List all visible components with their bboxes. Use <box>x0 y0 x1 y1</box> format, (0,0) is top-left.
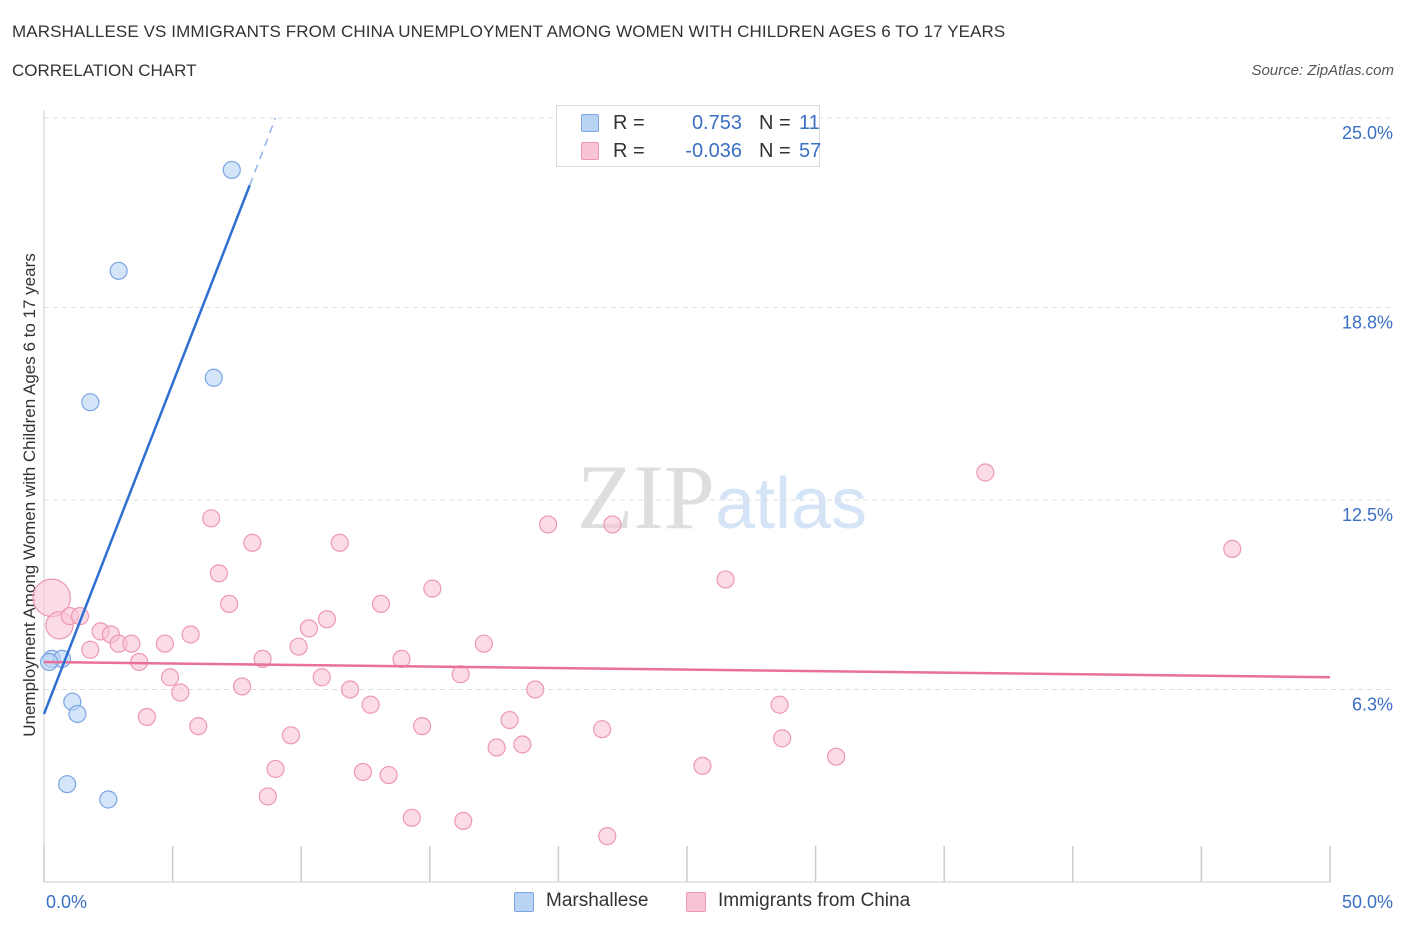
x-tick-label: 50.0% <box>1342 892 1393 912</box>
china-point <box>770 695 789 714</box>
china-point <box>716 570 735 589</box>
marshallese-legend-label: Marshallese <box>546 890 649 911</box>
x-tick-label: 0.0% <box>46 892 87 912</box>
chart-source: Source: ZipAtlas.com <box>1251 62 1394 79</box>
china-point <box>539 515 558 534</box>
r-label: R = <box>613 140 645 162</box>
china-point <box>371 594 391 614</box>
china-point <box>474 634 493 653</box>
china-point <box>317 610 337 629</box>
marshallese-trend-line <box>42 184 251 715</box>
china-point <box>976 463 995 482</box>
china-point <box>258 787 277 806</box>
china-point <box>451 665 470 684</box>
china-point <box>423 579 442 598</box>
china-point <box>232 677 252 696</box>
china-point <box>412 717 432 736</box>
marshallese-point <box>81 393 100 412</box>
marshallese-point <box>109 261 128 280</box>
china-legend-label: Immigrants from China <box>718 890 911 911</box>
china-point <box>289 637 308 656</box>
r-value: 0.753 <box>691 112 742 134</box>
china-point <box>312 668 331 687</box>
china-point <box>454 811 473 830</box>
china-trend-line <box>43 660 1331 679</box>
china-point <box>340 680 360 699</box>
china-point <box>361 695 380 714</box>
china-point <box>81 640 100 659</box>
china-point <box>160 668 180 687</box>
china-point <box>1223 539 1242 558</box>
china-point <box>598 827 617 846</box>
watermark: ZIPatlas <box>577 446 867 548</box>
r-value: -0.036 <box>685 140 742 162</box>
china-point <box>487 738 506 757</box>
china-swatch <box>581 142 599 160</box>
china-point <box>379 765 398 785</box>
china-point <box>122 634 141 653</box>
marshallese-legend-swatch <box>514 892 534 912</box>
china-point <box>392 649 411 669</box>
marshallese-trend-extension <box>249 117 277 186</box>
china-point <box>603 515 622 534</box>
china-point <box>299 619 319 638</box>
china-point <box>202 509 221 528</box>
china-legend-swatch <box>686 892 706 912</box>
marshallese-point <box>58 775 77 794</box>
china-point <box>526 680 545 699</box>
n-value: 11 <box>799 112 820 134</box>
china-point <box>266 759 285 779</box>
marshallese-swatch <box>581 114 599 132</box>
n-label: N = <box>759 140 791 162</box>
china-point <box>773 729 792 748</box>
n-label: N = <box>759 112 791 134</box>
china-point <box>281 726 301 745</box>
marshallese-point <box>68 704 87 724</box>
china-point <box>171 683 190 702</box>
stats-legend: R = 0.753 N = 11 R = -0.036 N = 57 <box>556 105 822 167</box>
china-point <box>243 533 262 552</box>
china-point <box>155 634 174 653</box>
y-tick-label: 6.3% <box>1352 694 1393 714</box>
china-point <box>353 762 373 782</box>
y-tick-label: 12.5% <box>1342 505 1393 525</box>
chart-subtitle: CORRELATION CHART <box>12 61 197 80</box>
china-point <box>253 649 272 669</box>
marshallese-point <box>99 790 118 809</box>
china-point <box>593 720 612 739</box>
china-point <box>137 707 156 727</box>
y-tick-label: 25.0% <box>1342 123 1393 143</box>
y-tick-label: 18.8% <box>1342 312 1393 332</box>
china-point <box>181 625 200 644</box>
china-point <box>500 710 519 730</box>
marshallese-point <box>204 368 223 387</box>
marshallese-point <box>222 160 241 180</box>
china-point <box>827 747 846 766</box>
chart-title: MARSHALLESE VS IMMIGRANTS FROM CHINA UNE… <box>12 22 1006 41</box>
n-value: 57 <box>799 140 822 162</box>
china-point <box>513 735 532 754</box>
china-point <box>209 564 228 583</box>
china-point <box>693 756 712 775</box>
china-point <box>402 808 421 827</box>
r-label: R = <box>613 112 645 134</box>
china-point <box>330 533 349 552</box>
china-point <box>220 594 239 614</box>
china-point <box>189 717 208 736</box>
